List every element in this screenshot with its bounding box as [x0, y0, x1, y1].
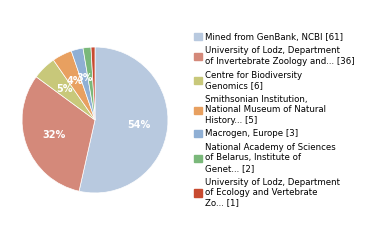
Wedge shape	[91, 47, 95, 120]
Wedge shape	[83, 47, 95, 120]
Text: 4%: 4%	[67, 76, 84, 86]
Legend: Mined from GenBank, NCBI [61], University of Lodz, Department
of Invertebrate Zo: Mined from GenBank, NCBI [61], Universit…	[194, 33, 355, 207]
Text: 3%: 3%	[76, 72, 92, 83]
Wedge shape	[36, 60, 95, 120]
Text: 5%: 5%	[56, 84, 73, 94]
Wedge shape	[71, 48, 95, 120]
Text: 54%: 54%	[127, 120, 150, 130]
Wedge shape	[22, 77, 95, 191]
Text: 32%: 32%	[43, 130, 66, 140]
Wedge shape	[54, 51, 95, 120]
Wedge shape	[79, 47, 168, 193]
